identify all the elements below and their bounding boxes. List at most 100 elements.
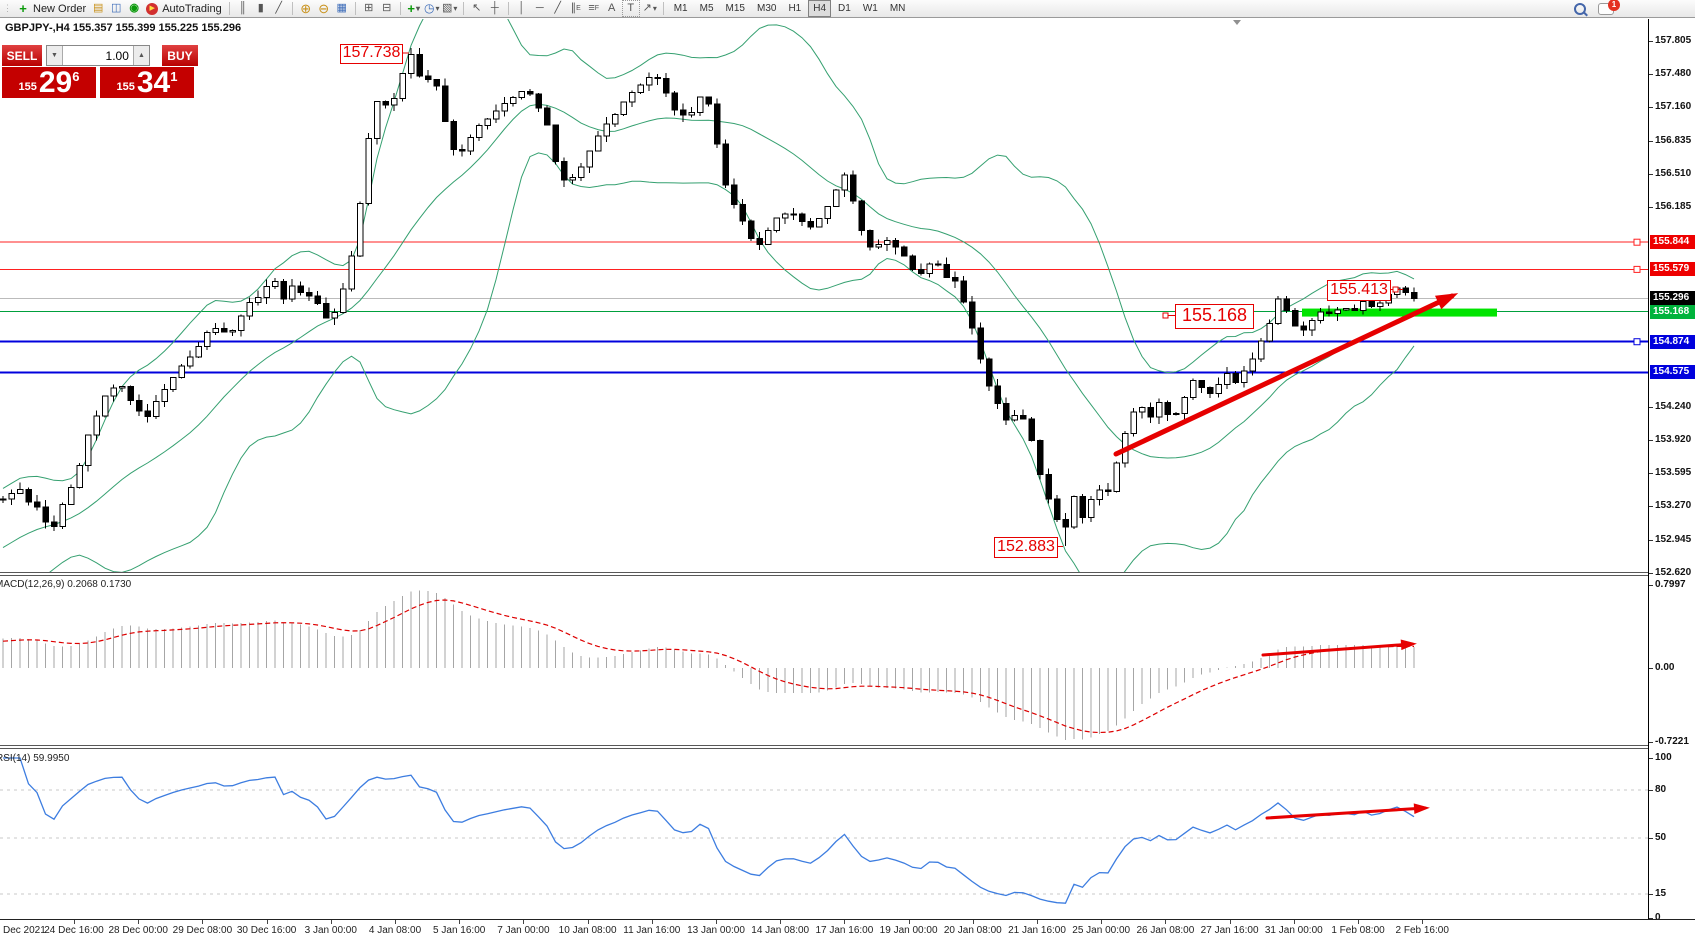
timeframe-m5[interactable]: M5 (699, 3, 714, 14)
price-annotation[interactable]: 155.168 (1175, 304, 1254, 329)
candle-body (773, 217, 780, 231)
vertical-line-tool-icon[interactable]: │ (518, 2, 526, 14)
timeframe-m30[interactable]: M30 (756, 3, 777, 14)
tile-windows-icon[interactable]: ▦ (336, 2, 347, 14)
rsi-axis-label: 50 (1655, 832, 1667, 843)
toolbar-separator (228, 2, 230, 15)
price-annotation[interactable]: 152.883 (994, 537, 1058, 558)
candle-body (1359, 301, 1367, 311)
zoom-in-icon[interactable]: ⊕ (300, 1, 312, 16)
candle-body (1181, 397, 1188, 415)
arrows-tool-icon[interactable]: ↗ ▾ (642, 2, 657, 14)
candle-body (59, 503, 66, 527)
candle-body (722, 143, 729, 186)
text-tool-icon[interactable]: A (608, 2, 616, 14)
candle-body (611, 114, 619, 125)
price-axis-tick-label: 153.595 (1655, 466, 1692, 478)
candle-body (985, 358, 993, 387)
timeframe-h4[interactable]: H4 (808, 0, 832, 17)
main-chart-canvas[interactable] (0, 19, 1648, 572)
trend-arrow-head (1435, 293, 1459, 310)
time-axis-label: 3 Jan 00:00 (304, 925, 357, 936)
timeframe-m1[interactable]: M1 (673, 3, 688, 14)
candle-body (1062, 518, 1069, 528)
horizontal-line-tool-icon[interactable]: ─ (535, 2, 544, 14)
candle-body (322, 302, 330, 319)
macd-canvas[interactable] (0, 576, 1648, 745)
time-axis-label: 19 Jan 00:00 (879, 925, 938, 936)
trend-arrow-head (1413, 803, 1430, 814)
candle-body (484, 118, 491, 127)
candle-body (271, 281, 279, 287)
fibonacci-tool-icon[interactable]: ≡ F (588, 2, 600, 14)
rsi-axis-label: 15 (1655, 888, 1667, 899)
candle-body (263, 285, 270, 298)
candle-body (1019, 414, 1027, 420)
market-watch-icon[interactable]: ▤ (92, 2, 104, 14)
time-axis-label: 28 Dec 00:00 (108, 925, 168, 936)
autotrading-button[interactable]: AutoTrading (162, 2, 222, 15)
chat-icon[interactable]: 1 (1598, 0, 1620, 15)
rsi-canvas[interactable] (0, 749, 1648, 919)
cursor-icon[interactable]: ↖ (472, 2, 482, 14)
data-window-icon[interactable]: ◫ (110, 2, 122, 14)
candle-body (526, 91, 534, 95)
candle-body (288, 285, 296, 300)
price-axis[interactable]: 157.805 157.480 157.160 156.835 156.510 156.1… (1648, 19, 1695, 923)
volume-decrease-button[interactable]: ▼ (46, 46, 63, 65)
price-annotation[interactable]: 157.738 (340, 44, 403, 64)
candle-body (305, 292, 313, 297)
panel-splitter[interactable] (0, 745, 1695, 749)
candle-body (781, 213, 789, 219)
candlestick-chart-icon[interactable]: ▮ (257, 2, 264, 14)
line-handle-marker (1633, 238, 1641, 246)
candle-body (730, 184, 738, 205)
channel-tool-icon[interactable]: ∥ E (570, 2, 581, 14)
crosshair-icon[interactable]: ┼ (490, 2, 499, 14)
sell-price-display[interactable]: 155 29 6 (2, 67, 96, 98)
arrange-charts-icon[interactable]: ⊞ (364, 2, 374, 14)
timeframe-m15[interactable]: M15 (725, 3, 745, 14)
signal-icon[interactable]: ◉ (129, 2, 139, 14)
arrange-charts-alt-icon[interactable]: ⊟ (382, 2, 392, 14)
candle-body (1257, 340, 1265, 360)
volume-input[interactable] (62, 46, 133, 65)
timeframe-d1[interactable]: D1 (838, 3, 851, 14)
templates-icon[interactable]: ▧ ▾ (442, 2, 458, 14)
panel-splitter[interactable] (0, 572, 1695, 576)
buy-button[interactable]: BUY (161, 45, 198, 66)
time-axis-label: 26 Jan 08:00 (1136, 925, 1195, 936)
candle-body (178, 365, 185, 378)
time-axis[interactable]: Dec 2021 24 Dec 16:00 28 Dec 00:00 29 Dec 0… (0, 919, 1695, 937)
bar-chart-icon[interactable]: ║ (238, 2, 247, 14)
line-chart-icon[interactable]: ╱ (275, 2, 283, 14)
candle-body (892, 240, 899, 248)
candle-body (713, 103, 721, 145)
buy-price-display[interactable]: 155 34 1 (100, 67, 194, 98)
candle-body (1317, 311, 1324, 321)
timeframe-h1[interactable]: H1 (788, 3, 802, 14)
price-annotation[interactable]: 155.413 (1327, 280, 1391, 301)
toolbar-right-group: 1 (1574, 0, 1620, 15)
periods-clock-icon[interactable]: ◷ ▾ (423, 1, 440, 15)
toolbar-separator (399, 2, 401, 15)
new-order-button[interactable]: New Order (33, 2, 87, 15)
trendline-tool-icon[interactable]: ╱ (554, 2, 562, 14)
toolbar-grip[interactable]: ⋮ (3, 3, 12, 13)
timeframe-w1[interactable]: W1 (862, 3, 878, 14)
toolbar-separator (291, 2, 293, 15)
candle-body (654, 76, 661, 80)
label-tool-icon[interactable]: T (621, 0, 640, 17)
indicators-add-icon[interactable]: + ▾ (407, 1, 421, 16)
candle-body (246, 302, 253, 317)
timeframe-mn[interactable]: MN (889, 3, 906, 14)
search-icon[interactable] (1574, 2, 1586, 15)
candle-body (33, 501, 41, 508)
candle-body (161, 389, 168, 402)
candle-body (50, 521, 58, 527)
sell-button[interactable]: SELL (2, 45, 42, 66)
zoom-out-icon[interactable]: ⊖ (318, 1, 330, 16)
candle-body (297, 285, 304, 294)
volume-increase-button[interactable]: ▲ (132, 46, 149, 65)
candle-body (1206, 387, 1214, 394)
